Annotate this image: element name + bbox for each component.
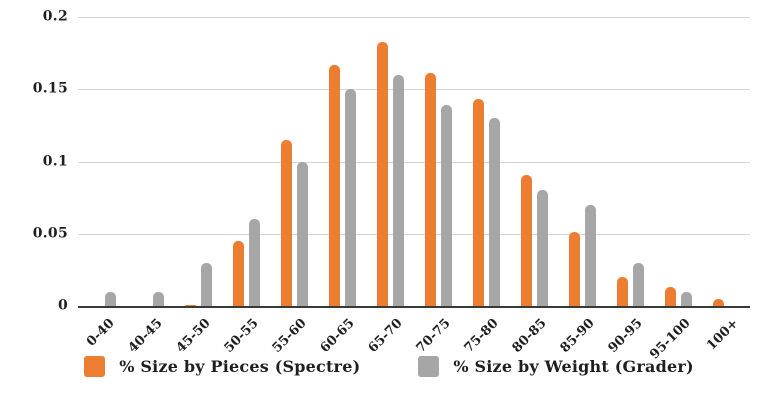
- plot-area: [78, 17, 750, 308]
- bar-groups: [78, 17, 750, 306]
- bar: [232, 240, 244, 306]
- gridlines: [78, 17, 750, 306]
- bar: [632, 262, 644, 306]
- bar: [440, 105, 452, 306]
- bar: [296, 161, 308, 306]
- x-tick-label: 55-60: [269, 316, 310, 357]
- y-tick-label: 0.05: [32, 225, 68, 242]
- gridline: [78, 89, 750, 91]
- x-tick-label: 60-65: [317, 316, 358, 357]
- x-axis-labels: 0-40 40-45 45-50 50-55 55-60 60-65 65-70 70-75 7…: [78, 308, 750, 362]
- legend-item-grader: % Size by Weight (Grader): [418, 356, 694, 377]
- y-axis-labels: 0 0.05 0.1 0.15 0.2: [0, 9, 70, 314]
- bar: [680, 291, 692, 306]
- y-tick-label: 0.2: [42, 8, 68, 25]
- gridline: [78, 161, 750, 163]
- bar: [472, 99, 484, 306]
- bar-group: [462, 17, 510, 306]
- x-tick-label: 90-95: [605, 316, 646, 357]
- bar-group: [654, 17, 702, 306]
- bar-group: [702, 17, 750, 306]
- x-tick-label: 65-70: [365, 316, 406, 357]
- x-tick-label: 80-85: [509, 316, 550, 357]
- bar: [424, 73, 436, 306]
- legend-label: % Size by Pieces (Spectre): [119, 357, 361, 376]
- bar-group: [558, 17, 606, 306]
- x-tick-label: 85-90: [557, 316, 598, 357]
- x-tick-label: 100+: [704, 316, 742, 354]
- bar-group: [366, 17, 414, 306]
- bar: [200, 262, 212, 306]
- y-tick-label: 0.1: [42, 153, 68, 170]
- bar: [664, 287, 676, 306]
- x-tick-label: 50-55: [221, 316, 262, 357]
- legend-swatch: [418, 356, 440, 377]
- bar: [280, 139, 292, 306]
- x-tick-label: 70-75: [413, 316, 454, 357]
- x-tick-label: 0-40: [83, 316, 118, 350]
- bar-group: [222, 17, 270, 306]
- legend: % Size by Pieces (Spectre) % Size by Wei…: [0, 356, 778, 377]
- x-tick-label: 75-80: [461, 316, 502, 357]
- bar-group: [78, 17, 126, 306]
- bar: [616, 277, 628, 306]
- bar-group: [270, 17, 318, 306]
- bar-group: [414, 17, 462, 306]
- bar: [344, 89, 356, 306]
- x-tick-label: 40-45: [125, 316, 166, 357]
- bar: [328, 64, 340, 306]
- legend-swatch: [84, 356, 106, 377]
- bar: [392, 74, 404, 306]
- legend-label: % Size by Weight (Grader): [453, 357, 694, 376]
- bar: [584, 204, 596, 306]
- gridline: [78, 17, 750, 18]
- gridline: [78, 233, 750, 235]
- bar: [520, 174, 532, 306]
- bar: [536, 190, 548, 306]
- x-tick-label: 45-50: [173, 316, 214, 357]
- bar: [184, 304, 196, 306]
- bar-group: [318, 17, 366, 306]
- bar: [568, 232, 580, 306]
- bar: [376, 41, 388, 306]
- legend-item-spectre: % Size by Pieces (Spectre): [84, 356, 360, 377]
- bar-group: [510, 17, 558, 306]
- bar-group: [606, 17, 654, 306]
- bar: [104, 291, 116, 306]
- bar-group: [174, 17, 222, 306]
- y-tick-label: 0.15: [32, 80, 68, 97]
- bar: [488, 118, 500, 306]
- bar: [248, 219, 260, 306]
- y-tick-label: 0: [57, 297, 68, 314]
- bar: [152, 291, 164, 306]
- bar-group: [126, 17, 174, 306]
- bar: [712, 298, 724, 306]
